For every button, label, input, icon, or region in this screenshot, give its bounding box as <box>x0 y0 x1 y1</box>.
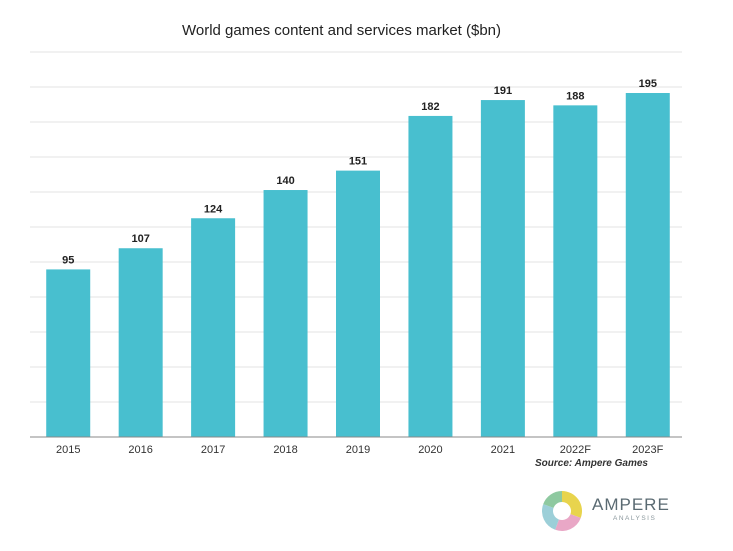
bar-2022F <box>553 105 598 437</box>
x-tick-label-2018: 2018 <box>273 444 297 456</box>
bar-2017 <box>191 218 236 437</box>
bar-2019 <box>336 170 380 437</box>
x-tick-label-2023F: 2023F <box>632 444 663 456</box>
logo-segment <box>543 491 562 508</box>
ampere-logo: AMPERE ANALYSIS <box>540 489 690 533</box>
bar-2021 <box>480 100 525 438</box>
data-label-2016: 107 <box>131 233 149 245</box>
x-tick-label-2021: 2021 <box>491 444 515 456</box>
logo-segment <box>542 504 559 530</box>
bar-2023F <box>625 93 670 437</box>
x-tick-label-2020: 2020 <box>418 444 442 456</box>
x-tick-label-2017: 2017 <box>201 444 225 456</box>
data-label-2022F: 188 <box>566 90 584 102</box>
data-label-2018: 140 <box>276 175 294 187</box>
bar-series <box>46 93 670 438</box>
logo-mark-icon <box>542 491 582 531</box>
source-note: Source: Ampere Games <box>534 458 648 469</box>
data-label-2023F: 195 <box>639 78 657 90</box>
x-tick-labels: 2015 2016 2017 2018 2019 2020 2021 2022F 2023F <box>56 444 664 456</box>
bar-2020 <box>408 115 453 437</box>
x-tick-label-2019: 2019 <box>346 444 370 456</box>
bar-2016 <box>118 248 163 437</box>
data-label-2020: 182 <box>421 101 439 113</box>
bar-2018 <box>263 190 308 437</box>
logo-segment <box>562 491 582 518</box>
data-label-2015: 95 <box>62 254 74 266</box>
chart-title: World games content and services market … <box>181 22 502 39</box>
data-label-2017: 124 <box>204 203 223 215</box>
x-tick-label-2022F: 2022F <box>560 444 591 456</box>
x-tick-label-2015: 2015 <box>56 444 80 456</box>
logo-subtitle: ANALYSIS <box>613 515 657 522</box>
logo-name: AMPERE <box>592 495 670 514</box>
data-label-2021: 191 <box>494 85 512 97</box>
bar-2015 <box>46 269 91 437</box>
logo-segment <box>555 514 581 531</box>
data-labels: 95 107 124 140 151 182 191 188 195 <box>62 78 657 266</box>
x-tick-label-2016: 2016 <box>128 444 152 456</box>
data-label-2019: 151 <box>349 156 367 168</box>
